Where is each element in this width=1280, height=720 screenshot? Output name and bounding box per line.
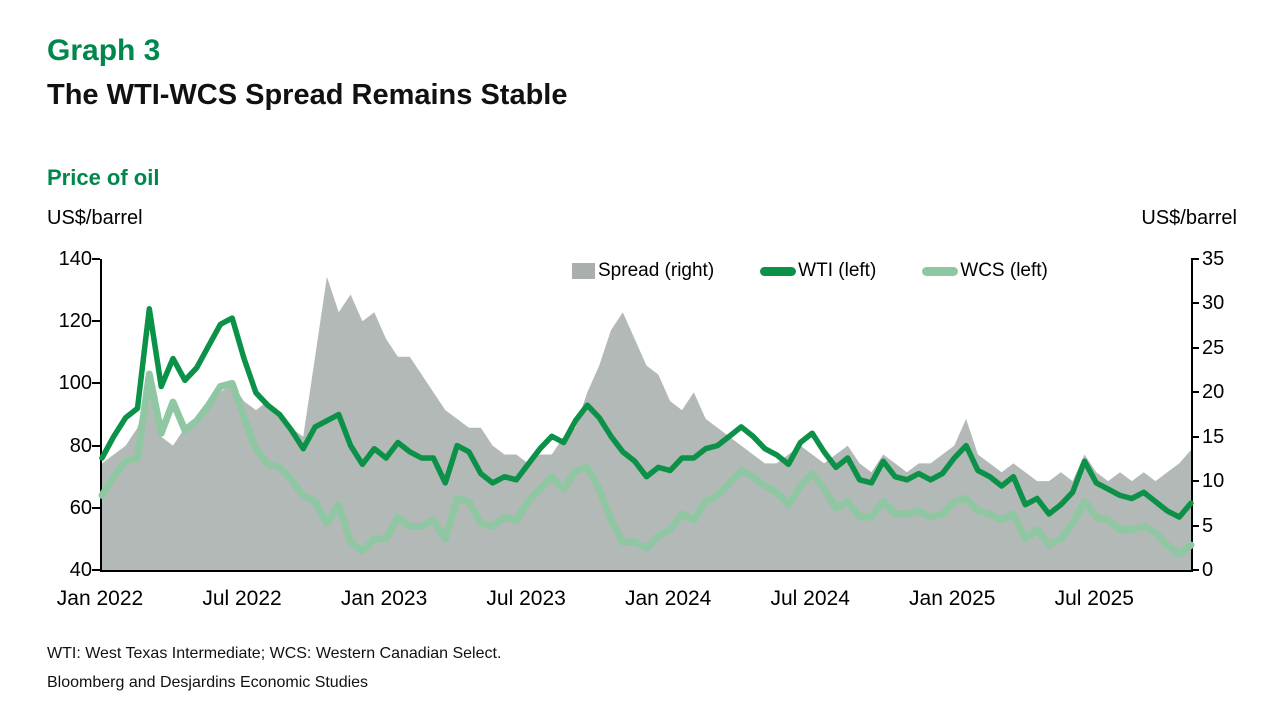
footnote-source: Bloomberg and Desjardins Economic Studie… — [47, 674, 369, 691]
y-axis-left-tick-label: 100 — [58, 372, 92, 395]
right-tick-mark — [1191, 569, 1199, 571]
chart-legend: Spread (right) WTI (left) WCS (left) — [572, 260, 1048, 282]
y-axis-right-tick-label: 35 — [1202, 248, 1225, 270]
left-tick-mark — [92, 506, 100, 509]
x-axis-tick-label: Jul 2022 — [202, 587, 282, 610]
right-tick-mark — [1191, 480, 1199, 483]
spread-area — [102, 276, 1191, 570]
legend-label: WCS (left) — [960, 260, 1048, 281]
graph-number: Graph 3 — [47, 34, 161, 67]
plot-area — [98, 259, 1195, 572]
left-tick-mark — [92, 320, 100, 323]
legend-label: WTI (left) — [798, 260, 877, 281]
legend-item: Spread (right) — [572, 260, 714, 282]
y-axis-left-tick-label: 120 — [58, 310, 92, 333]
y-axis-left-tick-label: 60 — [69, 496, 92, 519]
wcs-line — [98, 370, 1195, 558]
x-axis-tick-label: Jan 2025 — [909, 587, 996, 610]
left-tick-mark — [92, 569, 100, 571]
legend-swatch-wti-icon — [760, 266, 797, 276]
left-tick-mark — [92, 258, 100, 260]
legend-swatch-wcs-icon — [922, 266, 959, 276]
left-tick-mark — [92, 382, 100, 385]
right-axis-unit: US$/barrel — [1141, 207, 1237, 229]
x-axis-tick-label: Jan 2024 — [624, 587, 712, 610]
legend-label: Spread (right) — [598, 260, 715, 281]
y-axis-left-tick-label: 40 — [69, 559, 92, 581]
y-axis-right-tick-label: 20 — [1202, 381, 1225, 404]
plot-svg — [98, 276, 1195, 570]
legend-item: WCS (left) — [922, 260, 1048, 282]
left-axis-unit: US$/barrel — [47, 207, 143, 229]
y-axis-right-tick-label: 25 — [1202, 336, 1225, 359]
right-tick-mark — [1191, 302, 1199, 305]
y-axis-right-tick-label: 10 — [1202, 470, 1225, 493]
y-axis-left-tick-label: 80 — [69, 434, 92, 457]
wti-line — [99, 306, 1194, 520]
legend-swatch-spread-icon — [572, 263, 595, 279]
right-tick-mark — [1191, 391, 1199, 394]
chart-subtitle: Price of oil — [47, 165, 160, 190]
page-title: The WTI-WCS Spread Remains Stable — [47, 79, 568, 111]
y-axis-right-tick-label: 15 — [1202, 425, 1225, 448]
left-tick-mark — [92, 444, 100, 447]
x-axis-tick-label: Jul 2024 — [770, 587, 850, 610]
x-axis-tick-label: Jul 2023 — [486, 587, 566, 610]
right-tick-mark — [1191, 435, 1199, 438]
y-axis-left-tick-label: 140 — [58, 248, 92, 270]
y-axis-right-tick-label: 5 — [1202, 514, 1214, 537]
x-axis-tick-label: Jan 2022 — [56, 587, 144, 610]
x-axis-tick-label: Jul 2025 — [1054, 587, 1134, 610]
y-axis-right-tick-label: 30 — [1202, 292, 1225, 315]
right-tick-mark — [1191, 346, 1199, 349]
right-tick-mark — [1191, 524, 1199, 527]
right-tick-mark — [1191, 258, 1199, 260]
legend-item: WTI (left) — [760, 260, 876, 282]
x-axis-tick-label: Jan 2023 — [340, 587, 428, 610]
footnote-definitions: WTI: West Texas Intermediate; WCS: Weste… — [47, 645, 502, 662]
y-axis-right-tick-label: 0 — [1202, 559, 1214, 581]
